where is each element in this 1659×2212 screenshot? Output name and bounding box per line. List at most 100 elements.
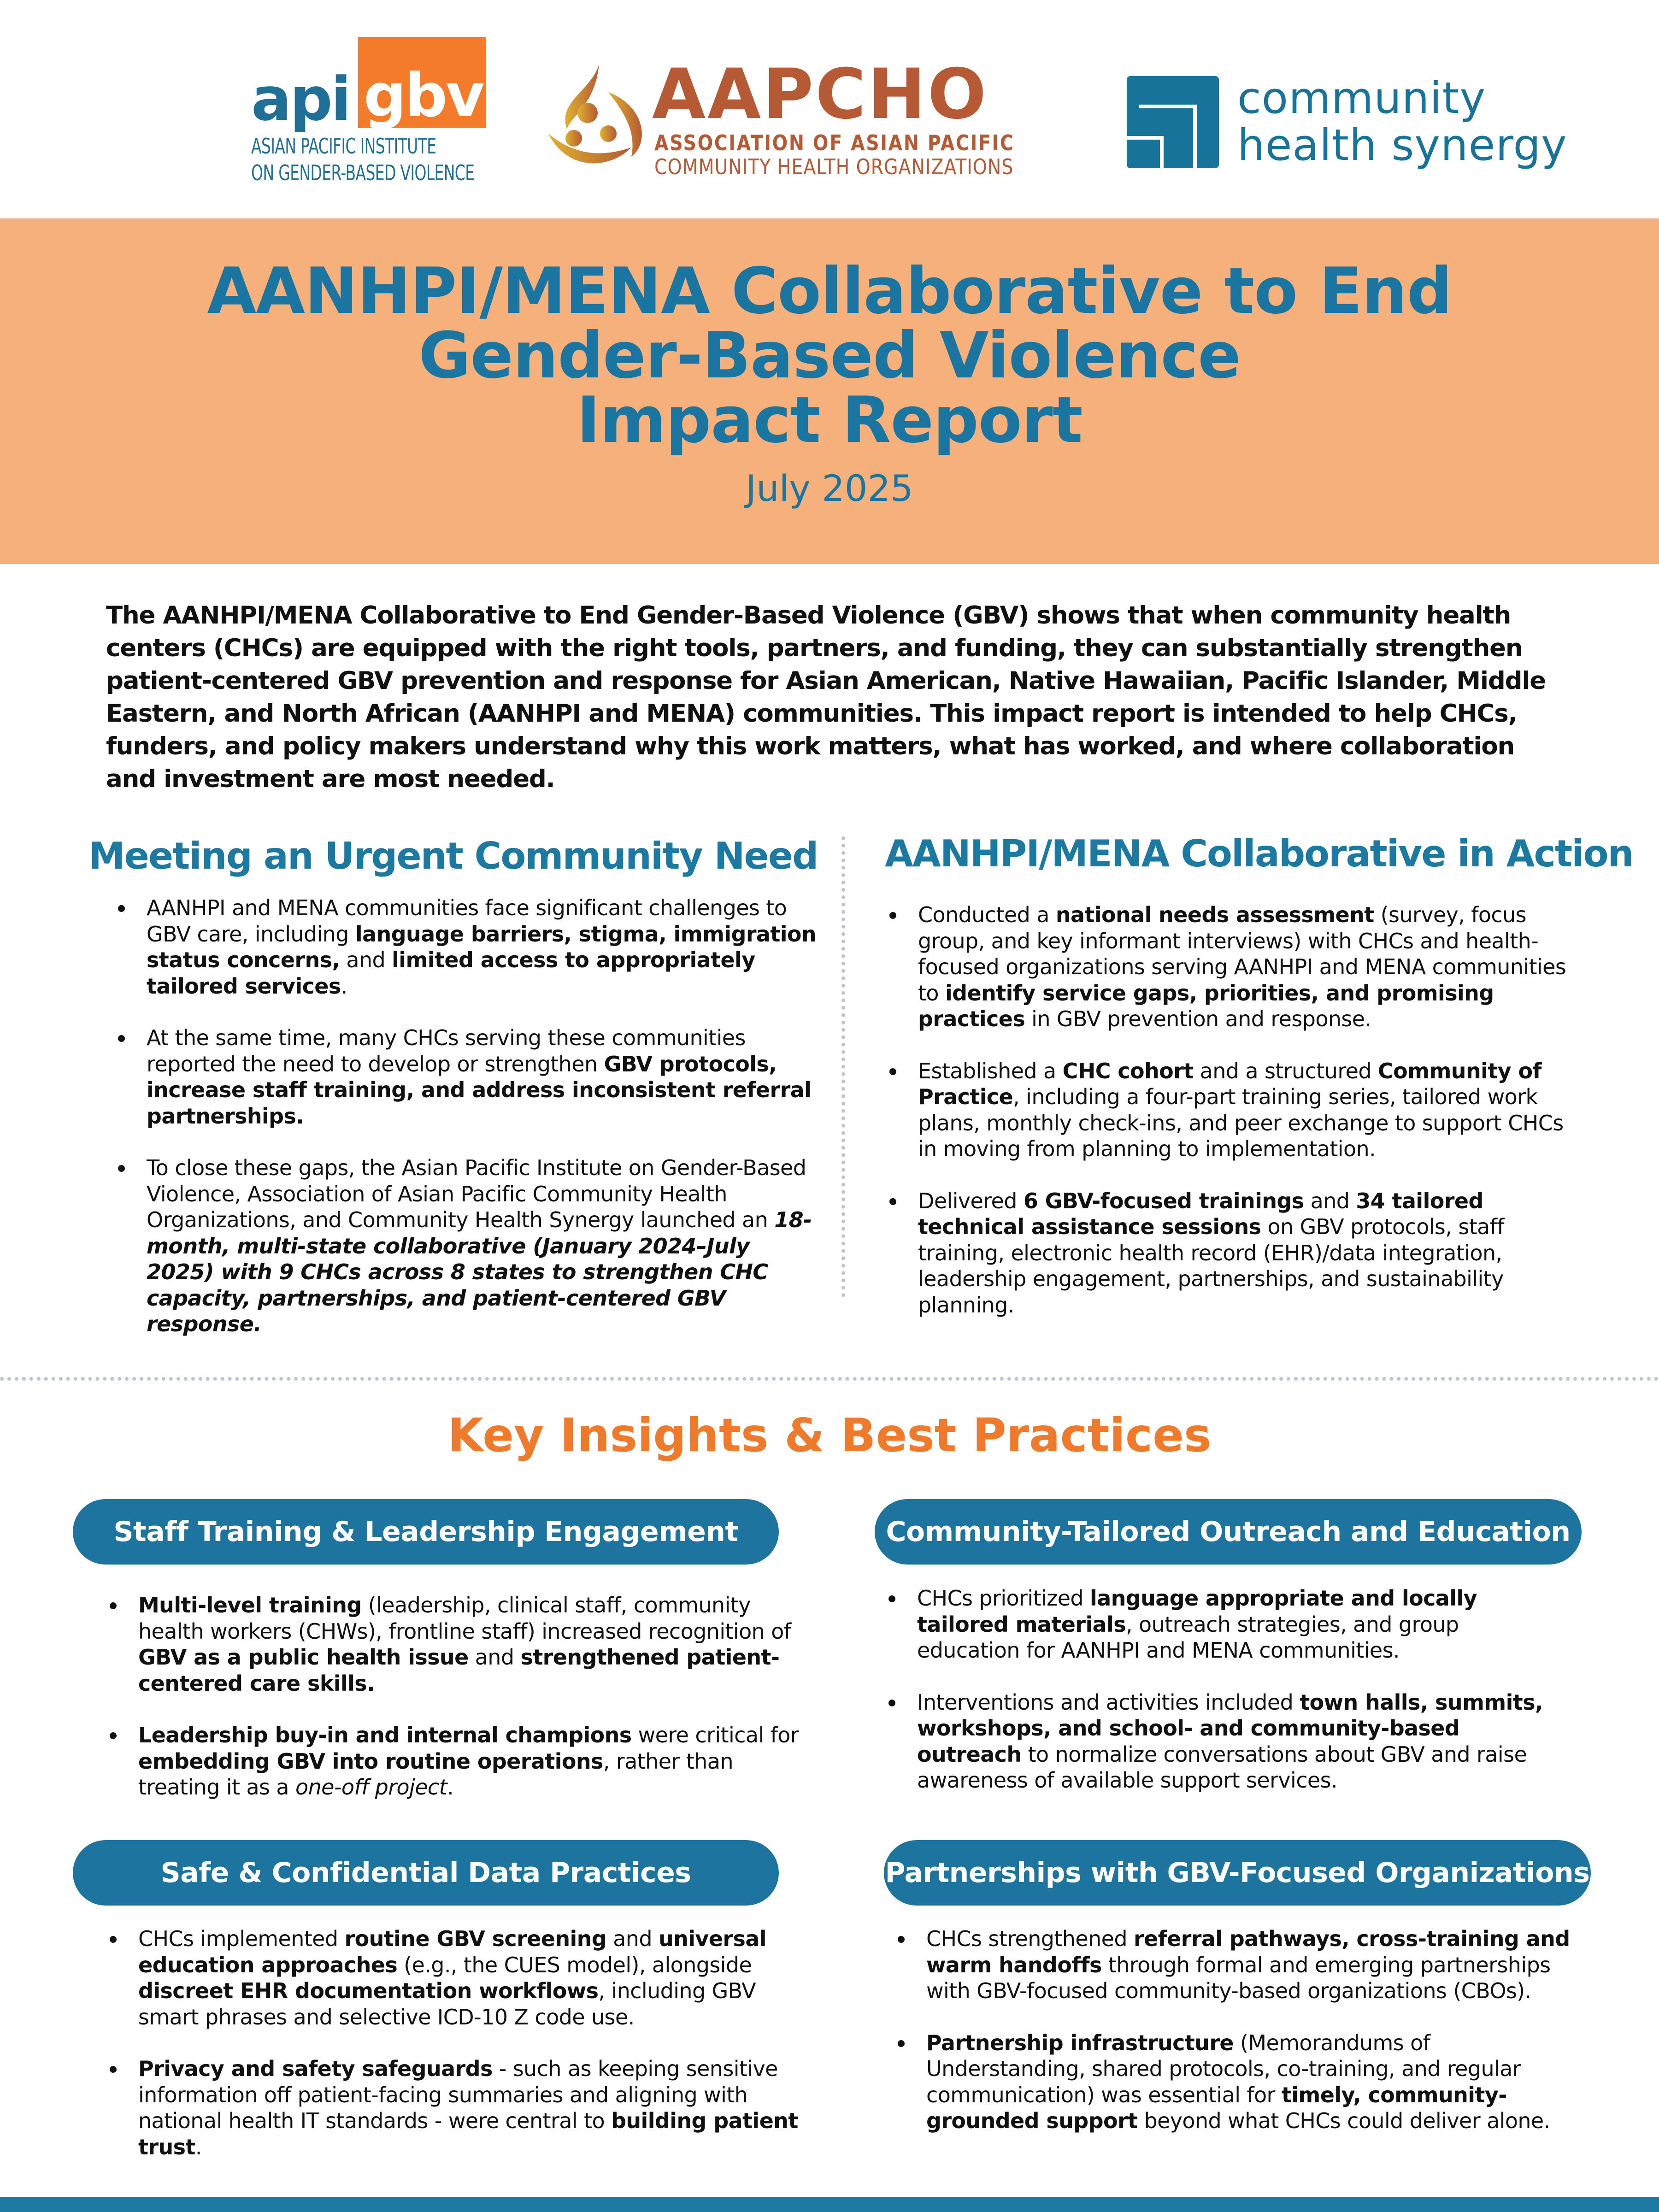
card-gbv-partnerships: Partnerships with GBV-Focused Organizati… xyxy=(884,1840,1591,2160)
emphasis-text: language appropriate and locally tailore… xyxy=(917,1586,1477,1637)
aapcho-logo-line2: COMMUNITY HEALTH ORGANIZATIONS xyxy=(654,154,1014,179)
emphasis-text: GBV as a public health issue xyxy=(138,1645,469,1670)
emphasis-text: 6 GBV-focused trainings xyxy=(1023,1188,1304,1213)
bullet-item: Privacy and safety safeguards - such as … xyxy=(105,2056,810,2160)
bullet-text: to normalize conversations about GBV and… xyxy=(917,1741,1527,1793)
emphasis-text: language barriers, stigma, immigration s… xyxy=(147,921,817,973)
bullet-item: To close these gaps, the Asian Pacific I… xyxy=(113,1155,817,1337)
bullet-item: Multi-level training (leadership, clinic… xyxy=(105,1592,810,1696)
community-health-synergy-logo: community health synergy xyxy=(1127,73,1567,173)
bullet-text: - such as keeping sensitive information … xyxy=(138,2056,778,2133)
emphasis-text: 34 tailored technical assistance session… xyxy=(918,1188,1483,1240)
aapcho-logo-name: AAPCHO xyxy=(652,54,988,135)
emphasis-text: town halls, summits, workshops, and scho… xyxy=(917,1689,1543,1767)
bullet-text: and xyxy=(1304,1188,1356,1213)
bullet-text: Delivered xyxy=(918,1188,1024,1213)
section-heading: Meeting an Urgent Community Need xyxy=(88,835,818,877)
bullet-text: through formal and emerging partnerships… xyxy=(926,1952,1551,2004)
bullet-text: and a structured xyxy=(1193,1058,1378,1083)
bullet-item: CHCs prioritized language appropriate an… xyxy=(884,1585,1557,1664)
bullet-text: and xyxy=(606,1926,659,1951)
bullet-list: CHCs prioritized language appropriate an… xyxy=(875,1585,1557,1794)
emphasis-text: embedding GBV into routine operations xyxy=(138,1748,603,1774)
emphasis-text: limited access to appropriately tailored… xyxy=(147,947,755,999)
bullet-text: (Memorandums of Understanding, shared pr… xyxy=(926,2030,1521,2107)
bullet-list: Conducted a national needs assessment (s… xyxy=(885,902,1585,1318)
emphasis-text: routine GBV screening xyxy=(344,1926,607,1951)
report-title: AANHPI/MENA Collaborative to End Gender-… xyxy=(0,218,1659,453)
chs-logo-mark-icon xyxy=(1127,76,1219,168)
emphasis-text: 18-month, multi-state collaborative (Jan… xyxy=(147,1207,812,1336)
title-line: Impact Report xyxy=(577,383,1082,457)
bullet-item: CHCs strengthened referral pathways, cro… xyxy=(893,1926,1584,2004)
title-line: AANHPI/MENA Collaborative to End xyxy=(207,254,1453,328)
emphasis-text: identify service gaps, priorities, and p… xyxy=(918,980,1494,1032)
apigbv-logo: api gbv ASIAN PACIFIC INSTITUTE ON GENDE… xyxy=(251,37,486,189)
emphasis-text: Multi-level training xyxy=(138,1593,362,1618)
bullet-text: Established a xyxy=(918,1058,1063,1083)
card-community-outreach: Community-Tailored Outreach and Educatio… xyxy=(875,1499,1582,1819)
section-urgent-need: Meeting an Urgent Community Need AANHPI … xyxy=(88,834,818,1363)
bullet-text: . xyxy=(341,973,348,999)
emphasis-text: Community of Practice xyxy=(918,1058,1541,1110)
emphasis-text: Partnership infrastructure xyxy=(926,2030,1234,2055)
report-date: July 2025 xyxy=(746,468,913,510)
bullet-item: Established a CHC cohort and a structure… xyxy=(885,1058,1585,1162)
intro-paragraph: The AANHPI/MENA Collaborative to End Gen… xyxy=(106,601,1546,793)
bullet-list: Multi-level training (leadership, clinic… xyxy=(73,1592,810,1800)
bullet-text: , including GBV smart phrases and select… xyxy=(138,1978,756,2030)
bullet-text: CHCs prioritized xyxy=(917,1586,1090,1611)
apigbv-logo-gbv: gbv xyxy=(364,60,485,130)
bullet-text: and xyxy=(340,947,392,972)
emphasis-text: national needs assessment xyxy=(1055,902,1374,927)
bullet-text: To close these gaps, the Asian Pacific I… xyxy=(147,1155,806,1232)
card-heading-pill: Staff Training & Leadership Engagement xyxy=(73,1499,779,1565)
bullet-text: (survey, focus group, and key informant … xyxy=(918,902,1566,1006)
bullet-text: , including a four-part training series,… xyxy=(918,1084,1564,1161)
emphasis-text: Privacy and safety safeguards xyxy=(138,2056,493,2081)
emphasis-text: Leadership buy-in and internal champions xyxy=(138,1723,632,1747)
bullet-item: Interventions and activities included to… xyxy=(884,1689,1557,1794)
bullet-list: CHCs implemented routine GBV screening a… xyxy=(73,1926,810,2160)
card-heading-pill: Safe & Confidential Data Practices xyxy=(73,1840,779,1906)
bullet-list: AANHPI and MENA communities face signifi… xyxy=(88,895,817,1337)
key-insights-heading: Key Insights & Best Practices xyxy=(447,1408,1212,1462)
bullet-text: , outreach strategies, and group educati… xyxy=(917,1612,1459,1663)
emphasis-text: GBV protocols, increase staff training, … xyxy=(147,1051,812,1129)
emphasis-text: discreet EHR documentation workflows xyxy=(138,1978,599,2003)
section-collaborative-in-action: AANHPI/MENA Collaborative in Action Cond… xyxy=(885,832,1634,1344)
bullet-item: At the same time, many CHCs serving thes… xyxy=(113,1025,817,1129)
bullet-item: Leadership buy-in and internal champions… xyxy=(105,1722,810,1800)
bullet-item: AANHPI and MENA communities face signifi… xyxy=(113,895,817,999)
bullet-text: (e.g., the CUES model), alongside xyxy=(397,1952,752,1977)
apigbv-logo-box xyxy=(358,37,486,128)
horizontal-divider xyxy=(0,1377,1659,1381)
bullet-item: Partnership infrastructure (Memorandums … xyxy=(893,2030,1584,2134)
bullet-text: CHCs implemented xyxy=(138,1926,345,1951)
bullet-text: (leadership, clinical staff, community h… xyxy=(138,1593,791,1644)
bullet-text: At the same time, many CHCs serving thes… xyxy=(147,1025,746,1077)
emphasis-text: strengthened patient-centered care skill… xyxy=(138,1645,780,1696)
bullet-text: , rather than treating it as a xyxy=(138,1748,733,1800)
bullet-text: beyond what CHCs could deliver alone. xyxy=(1137,2108,1550,2133)
bullet-text: CHCs strengthened xyxy=(926,1926,1134,1951)
emphasis-text: timely, community-grounded support xyxy=(926,2082,1507,2134)
emphasis-text: building patient trust xyxy=(138,2108,798,2159)
section-heading: AANHPI/MENA Collaborative in Action xyxy=(885,832,1634,875)
bullet-text: in GBV prevention and response. xyxy=(1025,1006,1371,1031)
bullet-text: Interventions and activities included xyxy=(917,1689,1300,1715)
card-heading-pill: Community-Tailored Outreach and Educatio… xyxy=(875,1499,1582,1565)
bullet-text: were critical for xyxy=(631,1723,799,1747)
chs-logo-line1: community xyxy=(1237,73,1486,124)
card-staff-training: Staff Training & Leadership Engagement M… xyxy=(73,1499,799,1826)
bullet-item: Delivered 6 GBV-focused trainings and 34… xyxy=(885,1188,1585,1318)
card-data-practices: Safe & Confidential Data Practices CHCs … xyxy=(73,1840,798,2186)
bullet-item: CHCs implemented routine GBV screening a… xyxy=(105,1926,810,2030)
emphasis-text: CHC cohort xyxy=(1062,1058,1194,1083)
emphasis-text: referral pathways, cross-training and wa… xyxy=(926,1926,1570,1977)
bullet-text: . xyxy=(447,1775,454,1800)
aapcho-logo: AAPCHO ASSOCIATION OF ASIAN PACIFIC COMM… xyxy=(539,60,1055,180)
title-line: Gender-Based Violence xyxy=(418,318,1241,393)
bullet-text: and xyxy=(468,1645,521,1670)
bullet-item: Conducted a national needs assessment (s… xyxy=(885,902,1585,1032)
